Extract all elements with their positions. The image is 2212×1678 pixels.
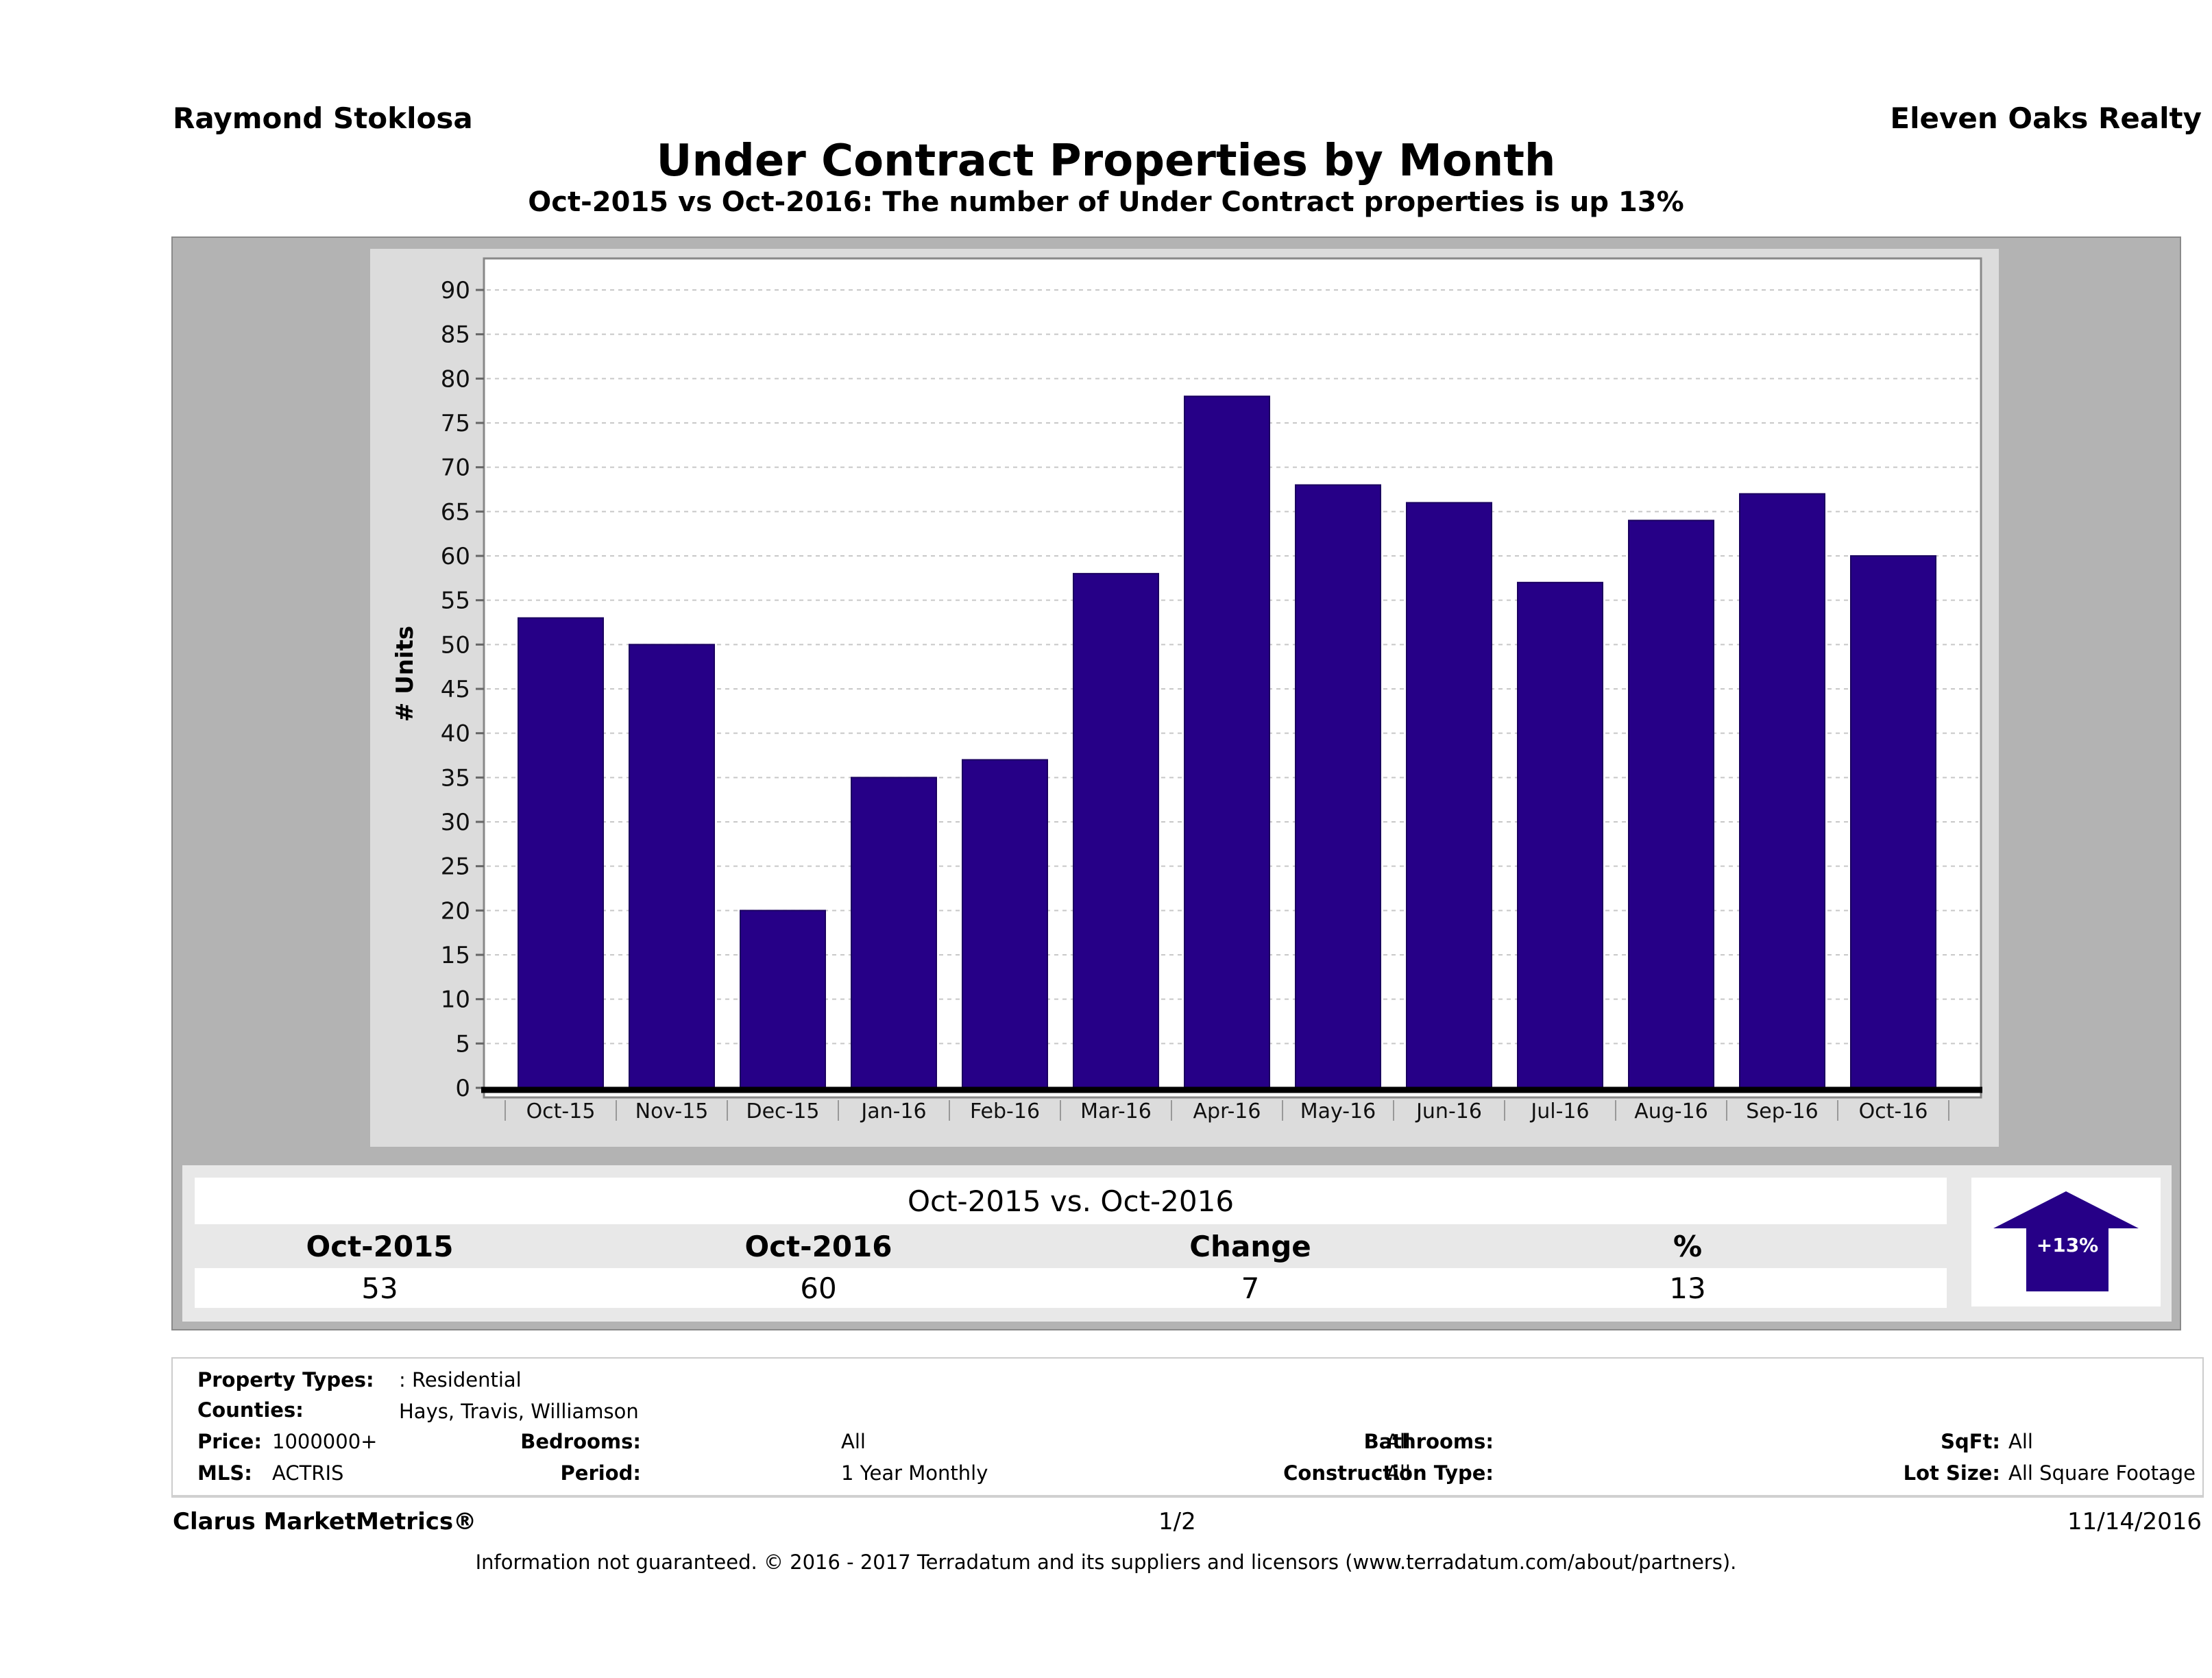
x-tick-label: Apr-16 <box>1193 1099 1261 1123</box>
footer-date: 11/14/2016 <box>2067 1508 2202 1535</box>
construction-type-value: All <box>1386 1461 1411 1485</box>
y-axis-label: # Units <box>391 626 419 722</box>
mls-value: ACTRIS <box>272 1461 344 1485</box>
x-tick-label: Oct-15 <box>526 1099 596 1123</box>
footer-disclaimer: Information not guaranteed. © 2016 - 201… <box>475 1551 1737 1574</box>
construction-type-label: Construction Type: <box>1283 1461 1494 1485</box>
bar <box>1739 493 1825 1091</box>
y-tick-label: 65 <box>441 498 470 526</box>
page-subtitle: Oct-2015 vs Oct-2016: The number of Unde… <box>528 186 1684 218</box>
bar <box>1517 581 1603 1091</box>
x-tick-label: Sep-16 <box>1746 1099 1819 1123</box>
y-tick-label: 85 <box>441 321 470 349</box>
y-tick-label: 55 <box>441 587 470 615</box>
price-label: Price: <box>197 1430 262 1453</box>
bar <box>1295 484 1381 1091</box>
arrow-up-icon: +13% <box>1993 1191 2139 1291</box>
summary-value: 53 <box>361 1271 398 1305</box>
bedrooms-label: Bedrooms: <box>520 1430 641 1453</box>
y-tick-label: 15 <box>441 942 470 969</box>
y-tick-label: 0 <box>455 1075 470 1102</box>
bar <box>1073 572 1159 1092</box>
bedrooms-value: All <box>841 1430 866 1453</box>
footer-page-number: 1/2 <box>1158 1508 1196 1535</box>
counties-label: Counties: <box>197 1398 304 1422</box>
change-badge-label: +13% <box>2037 1234 2098 1256</box>
bathrooms-label: Bathrooms: <box>1363 1430 1494 1453</box>
summary-title-row: Oct-2015 vs. Oct-2016 <box>195 1178 1947 1224</box>
summary-title: Oct-2015 vs. Oct-2016 <box>907 1184 1235 1218</box>
summary-value-row: 53 60 7 13 <box>195 1268 1947 1308</box>
counties-value: Hays, Travis, Williamson <box>399 1400 639 1423</box>
y-tick-label: 10 <box>441 986 470 1014</box>
sqft-label: SqFt: <box>1941 1430 2000 1453</box>
x-tick-label: Oct-16 <box>1859 1099 1928 1123</box>
bar <box>1850 555 1936 1091</box>
y-tick-label: 50 <box>441 631 470 659</box>
summary-header-row: Oct-2015 Oct-2016 Change % <box>195 1224 1947 1268</box>
bar <box>518 617 604 1091</box>
y-tick-label: 70 <box>441 454 470 482</box>
bar <box>740 910 826 1091</box>
lot-size-value: All Square Footage <box>2008 1461 2196 1485</box>
y-tick-label: 80 <box>441 365 470 393</box>
x-tick-label: Jul-16 <box>1529 1099 1589 1123</box>
y-tick-label: 60 <box>441 543 470 570</box>
y-tick-label: 40 <box>441 720 470 748</box>
summary-col-header: Oct-2015 <box>306 1229 454 1263</box>
agent-name: Raymond Stoklosa <box>173 101 473 135</box>
change-badge: +13% <box>1971 1178 2161 1306</box>
bathrooms-value: All <box>1386 1430 1411 1453</box>
bar-chart: 0 5 10 15 20 25 30 35 40 45 50 55 60 65 70 75 80 85 90 Oct… <box>391 257 1982 1123</box>
bar <box>851 777 937 1091</box>
y-tick-label: 25 <box>441 853 470 881</box>
bar <box>1406 502 1492 1091</box>
summary-col-header: Oct-2016 <box>744 1229 892 1263</box>
summary-col-header: Change <box>1189 1229 1311 1263</box>
period-label: Period: <box>560 1461 641 1485</box>
x-tick-label: Mar-16 <box>1080 1099 1152 1123</box>
x-tick-label: Dec-15 <box>746 1099 819 1123</box>
lot-size-label: Lot Size: <box>1903 1461 2000 1485</box>
summary-value: 7 <box>1241 1271 1260 1305</box>
x-tick-label: Nov-15 <box>635 1099 709 1123</box>
summary-col-header: % <box>1673 1229 1703 1263</box>
y-tick-label: 35 <box>441 764 470 792</box>
period-value: 1 Year Monthly <box>841 1461 988 1485</box>
x-tick-label: Jan-16 <box>860 1099 926 1123</box>
summary-panel: Oct-2015 vs. Oct-2016 Oct-2015 Oct-2016 … <box>182 1165 2172 1322</box>
x-tick-label: Feb-16 <box>970 1099 1040 1123</box>
page-title: Under Contract Properties by Month <box>656 136 1556 186</box>
y-tick-label: 5 <box>455 1030 470 1058</box>
summary-value: 13 <box>1669 1271 1706 1305</box>
y-tick-label: 20 <box>441 897 470 925</box>
bar <box>1628 520 1714 1091</box>
brokerage-name: Eleven Oaks Realty <box>1890 101 2202 135</box>
property-types-value: : Residential <box>399 1368 522 1391</box>
bar <box>962 759 1048 1091</box>
price-value: 1000000+ <box>272 1430 378 1453</box>
x-tick-label: May-16 <box>1300 1099 1376 1123</box>
y-tick-label: 75 <box>441 410 470 437</box>
y-tick-label: 90 <box>441 277 470 304</box>
y-tick-label: 30 <box>441 809 470 836</box>
property-types-label: Property Types: <box>197 1368 374 1391</box>
mls-label: MLS: <box>197 1461 252 1485</box>
x-tick-label: Aug-16 <box>1634 1099 1708 1123</box>
footer-brand: Clarus MarketMetrics® <box>173 1508 477 1535</box>
y-tick-label: 45 <box>441 676 470 703</box>
filter-summary: Property Types: : Residential Counties: … <box>171 1357 2204 1498</box>
summary-value: 60 <box>800 1271 837 1305</box>
sqft-value: All <box>2008 1430 2033 1453</box>
bar <box>1184 396 1270 1091</box>
bar <box>629 644 715 1091</box>
x-tick-label: Jun-16 <box>1415 1099 1482 1123</box>
